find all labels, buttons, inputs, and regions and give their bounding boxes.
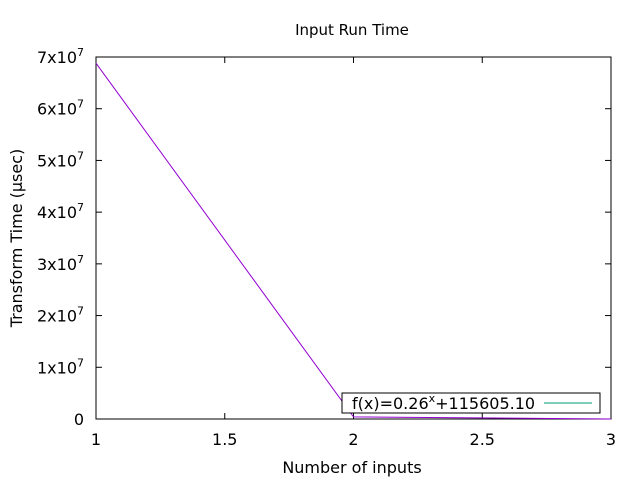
y-tick-label: 4x107 [37, 201, 84, 222]
y-axis-label: Transform Time (µsec) [7, 149, 26, 329]
y-tick-label: 5x107 [37, 149, 84, 170]
legend: f(x)=0.26x+115605.10 [341, 392, 601, 414]
y-tick-label: 6x107 [37, 98, 84, 119]
y-tick-label: 3x107 [37, 253, 84, 274]
x-axis-label: Number of inputs [282, 458, 421, 477]
series-line-0 [95, 62, 612, 420]
x-tick-label: 2 [348, 430, 358, 449]
legend-label: f(x)=0.26x+115605.10 [352, 392, 535, 413]
series-layer [95, 62, 612, 420]
legend-box [341, 392, 601, 414]
y-tick-label: 0 [74, 410, 84, 429]
y-axis-ticks: 0 1x107 2x107 3x107 4x107 5x107 6x107 7x107 [37, 46, 611, 429]
y-tick-label: 1x107 [37, 356, 84, 377]
chart-title: Input Run Time [295, 21, 409, 39]
x-tick-label: 1.5 [212, 430, 237, 449]
y-tick-label: 2x107 [37, 305, 84, 326]
x-tick-label: 2.5 [470, 430, 495, 449]
x-tick-label: 3 [606, 430, 616, 449]
y-tick-label: 7x107 [37, 46, 84, 67]
x-tick-label: 1 [91, 430, 101, 449]
plot-frame [95, 56, 612, 420]
x-axis-ticks: 1 1.5 2 2.5 3 [91, 57, 616, 449]
